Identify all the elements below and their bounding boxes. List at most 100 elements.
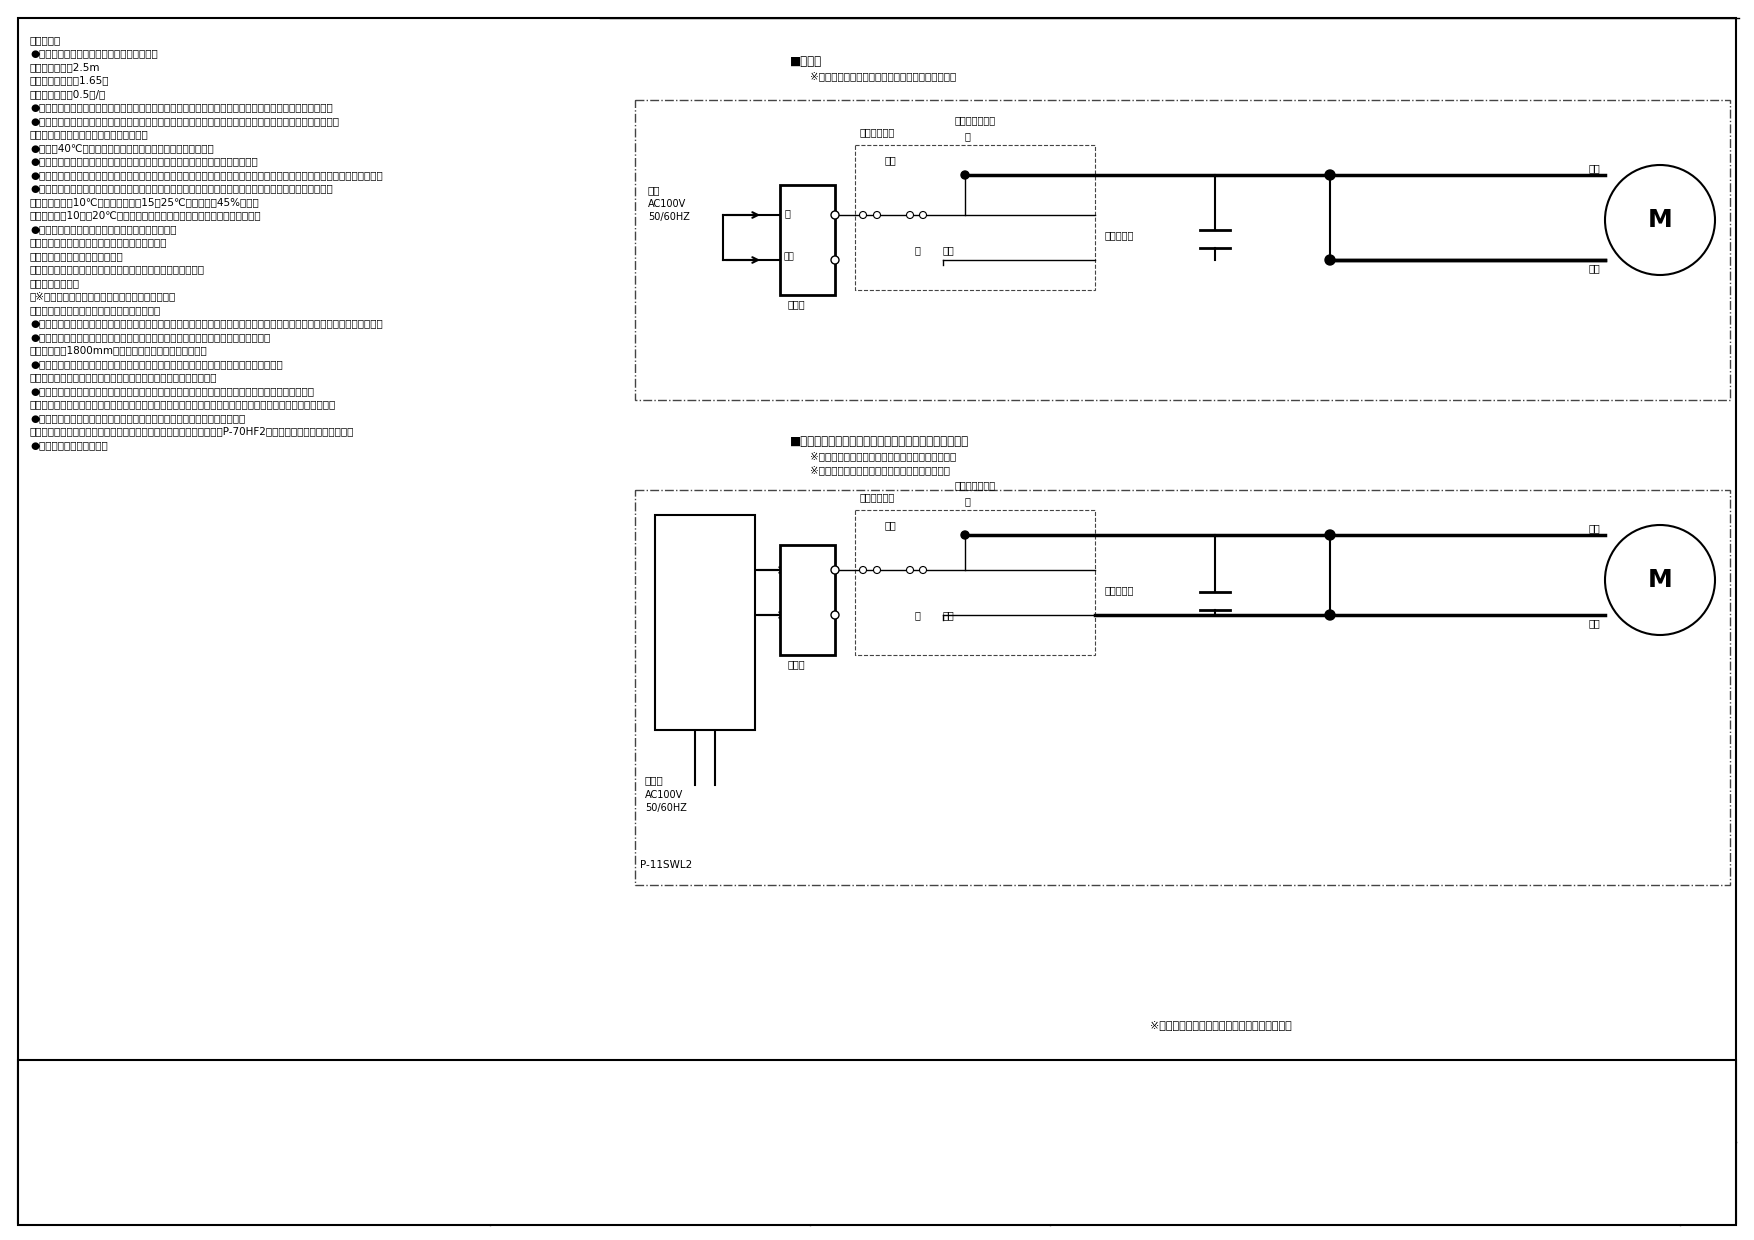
Text: 端子台: 端子台 <box>788 299 805 309</box>
Text: アカ: アカ <box>784 252 795 260</box>
Text: P-11SWL2: P-11SWL2 <box>640 861 693 870</box>
Circle shape <box>859 567 866 573</box>
Text: （給気とともに水、雪が浸入し、水垂れの原因になります）: （給気とともに水、雪が浸入し、水垂れの原因になります） <box>30 264 205 274</box>
Text: 強／弱スイッチ: 強／弱スイッチ <box>954 480 996 490</box>
Text: 50/60HZ: 50/60HZ <box>647 212 689 222</box>
Text: （ご注意）: （ご注意） <box>30 35 61 45</box>
Circle shape <box>1324 170 1335 180</box>
Text: 整理番号: 整理番号 <box>916 1154 945 1167</box>
Circle shape <box>831 211 838 219</box>
Text: アオ: アオ <box>944 246 954 255</box>
Text: ●適用最数設定は下記の数値に基づきます。: ●適用最数設定は下記の数値に基づきます。 <box>30 48 158 58</box>
Text: （内蔵のフィルターにて外気からのホコリなどを除去しますが、本体及び周辺が汚れることがあります。）: （内蔵のフィルターにて外気からのホコリなどを除去しますが、本体及び周辺が汚れるこ… <box>30 399 337 409</box>
Text: （ボイラー・窯などの排気ガスに注意）: （ボイラー・窯などの排気ガスに注意） <box>30 129 149 140</box>
Text: ●内蔵のフィルターがホコリなどで目詰まりしますので、掃除のしやすい場所に設置してください。: ●内蔵のフィルターがホコリなどで目詰まりしますので、掃除のしやすい場所に設置して… <box>30 386 314 396</box>
Text: より繊集効率を高めるためには、別売の高性能除じんフィルター（P-70HF2）のご使用をおすすめします。: より繊集効率を高めるためには、別売の高性能除じんフィルター（P-70HF2）のご… <box>30 427 354 436</box>
Text: アカ: アカ <box>1589 618 1600 627</box>
Text: 強: 強 <box>965 496 972 506</box>
Circle shape <box>1324 529 1335 539</box>
Text: シロ: シロ <box>1589 162 1600 174</box>
Text: ※上記条件以外、運転を停止しないでください。: ※上記条件以外、運転を停止しないでください。 <box>30 291 175 301</box>
Text: 電源スイッチ: 電源スイッチ <box>859 126 895 136</box>
Text: ●室外側給気口は、新鮮な空気が取り入れられる位置に設けてください。室内が酸欠になることがあります。: ●室外側給気口は、新鮮な空気が取り入れられる位置に設けてください。室内が酸欠にな… <box>30 117 339 126</box>
Text: 形 名: 形 名 <box>921 1078 940 1091</box>
Text: （壁掛1パイプ取付タイプ・8畳以下用）: （壁掛1パイプ取付タイプ・8畳以下用） <box>1305 1122 1424 1132</box>
Circle shape <box>859 212 866 218</box>
Text: 24時間同時給排気形換気扇＜熱交換タイプ＞: 24時間同時給排気形換気扇＜熱交換タイプ＞ <box>1300 1092 1431 1102</box>
Text: ●雨水・雪の直接かかる場所では水や雪が浸入することがありますので必ず指定のシステム部材と組合せてご使用ください。: ●雨水・雪の直接かかる場所では水や雪が浸入することがありますので必ず指定のシステ… <box>30 170 382 180</box>
Text: ●ベッドの設置場所に配慮し、製品はベッドから離して設置することをおすすめします。: ●ベッドの設置場所に配慮し、製品はベッドから離して設置することをおすすめします。 <box>30 360 282 370</box>
Circle shape <box>919 212 926 218</box>
Text: ※強弱の切換は本体スイッチをご使用ください。: ※強弱の切換は本体スイッチをご使用ください。 <box>810 465 951 475</box>
Bar <box>654 515 754 730</box>
Bar <box>781 185 835 295</box>
Text: 電源: 電源 <box>647 185 661 195</box>
Text: 三菱電機株式会社: 三菱電機株式会社 <box>645 1070 717 1085</box>
Circle shape <box>1324 255 1335 265</box>
Text: 50/60HZ: 50/60HZ <box>645 804 688 813</box>
Text: アオ: アオ <box>944 610 954 620</box>
Text: 2/2: 2/2 <box>1698 1159 1717 1173</box>
Text: （一時停止後は、運転を再開してください）: （一時停止後は、運転を再開してください） <box>30 305 161 315</box>
Text: AC100V: AC100V <box>645 790 684 800</box>
Text: コンデンサ: コンデンサ <box>1105 585 1135 595</box>
Text: ●タテ装付はできません。: ●タテ装付はできません。 <box>30 440 107 450</box>
Text: 強: 強 <box>965 131 972 141</box>
Bar <box>635 100 1729 401</box>
Bar <box>854 510 1094 655</box>
Circle shape <box>873 212 881 218</box>
Bar <box>635 490 1729 885</box>
Text: M: M <box>1647 568 1672 591</box>
Text: 2021-02-05: 2021-02-05 <box>614 1154 686 1167</box>
Circle shape <box>1605 525 1715 635</box>
Text: ●下記のような場合は、運転を停止してください。: ●下記のような場合は、運転を停止してください。 <box>30 224 177 234</box>
Text: （就寝時に製品の運転音や冷風感を感じるおそれがあります。）: （就寝時に製品の運転音や冷風感を感じるおそれがあります。） <box>30 372 217 382</box>
Circle shape <box>907 212 914 218</box>
Bar <box>781 546 835 655</box>
Text: VL－08JV3－D: VL－08JV3－D <box>1301 1065 1428 1085</box>
Text: （床面より1800mm以上のメンテナンス可能な位置）: （床面より1800mm以上のメンテナンス可能な位置） <box>30 346 207 356</box>
Text: ●耐湿構造ではありませんので浴室・洗面所等では使用しないでください。感電・故障の原因になります。: ●耐湿構造ではありませんので浴室・洗面所等では使用しないでください。感電・故障の… <box>30 103 333 113</box>
Text: コンデンサ: コンデンサ <box>1105 229 1135 241</box>
Text: 室外温度－10～－20℃を目安に「寒いとき運転」モードで使用できます。: 室外温度－10～－20℃を目安に「寒いとき運転」モードで使用できます。 <box>30 211 261 221</box>
Text: ・露の多いときや、粉雪のとき: ・露の多いときや、粉雪のとき <box>30 250 125 260</box>
Text: AC100V: AC100V <box>647 198 686 210</box>
Text: ●下記環境下で長時間使用しますと、熱交換器が腐蝕したり、本体から超露水が滴下することがあります。: ●下記環境下で長時間使用しますと、熱交換器が腐蝕したり、本体から超露水が滴下する… <box>30 184 333 193</box>
Text: （室外温度－10℃以下・室内温度15～25℃・室内湿度45%以上）: （室外温度－10℃以下・室内温度15～25℃・室内湿度45%以上） <box>30 197 260 207</box>
Circle shape <box>1324 610 1335 620</box>
Text: 電　源: 電 源 <box>645 775 663 785</box>
Text: キ: キ <box>786 208 791 218</box>
Text: ●新築住宅で、建材などからの発溶量が多いと、パネル表面に水滴が付くことがありますので布などで拭き取ってください。: ●新築住宅で、建材などからの発溶量が多いと、パネル表面に水滴が付くことがあります… <box>30 319 382 329</box>
Text: モモ: モモ <box>886 520 896 529</box>
Text: ●この製品は高所給付用です。またメンテナンスができる位置に装付けてください。: ●この製品は高所給付用です。またメンテナンスができる位置に装付けてください。 <box>30 332 270 342</box>
Text: ※太線部分の結線はお客様にて施工してください。: ※太線部分の結線はお客様にて施工してください。 <box>810 71 956 81</box>
Bar <box>854 145 1094 290</box>
Text: 強／弱スイッチ: 強／弱スイッチ <box>954 115 996 125</box>
Text: ※仕様は場合により変更することがあります。: ※仕様は場合により変更することがあります。 <box>1151 1021 1291 1030</box>
Text: ●高温（40℃以上）になる場所には装付けないでください。: ●高温（40℃以上）になる場所には装付けないでください。 <box>30 143 214 153</box>
Circle shape <box>831 611 838 619</box>
Circle shape <box>1605 165 1715 275</box>
Text: J－ファンロスナイミニ（業冷地仕様）: J－ファンロスナイミニ（業冷地仕様） <box>1310 1107 1419 1117</box>
Text: ●台所など油煙の多い場所や有機溶剤がかかる場所には装付けないでください。: ●台所など油煙の多い場所や有機溶剤がかかる場所には装付けないでください。 <box>30 156 258 166</box>
Text: 弱: 弱 <box>916 246 921 255</box>
Text: ・清掃・点検時: ・清掃・点検時 <box>30 278 81 288</box>
Text: 作成日付: 作成日付 <box>239 1154 268 1167</box>
Text: ■入切操作を壁スイッチで行なう場合の結線図（参考）: ■入切操作を壁スイッチで行なう場合の結線図（参考） <box>789 435 970 448</box>
Text: 端子台: 端子台 <box>788 658 805 670</box>
Circle shape <box>907 567 914 573</box>
Text: ■結線図: ■結線図 <box>789 55 823 68</box>
Text: ・１畳床面積：1.65㎡: ・１畳床面積：1.65㎡ <box>30 76 109 86</box>
Circle shape <box>961 531 968 539</box>
Text: ・天井高さ：2.5m: ・天井高さ：2.5m <box>30 62 100 72</box>
Text: ・換気回数：0.5回/ｈ: ・換気回数：0.5回/ｈ <box>30 89 107 99</box>
Circle shape <box>831 565 838 574</box>
Circle shape <box>961 171 968 179</box>
Text: ●給気用フィルターは一部の小さな粒子や虫等が通過する場合があります。: ●給気用フィルターは一部の小さな粒子や虫等が通過する場合があります。 <box>30 413 246 423</box>
Circle shape <box>919 567 926 573</box>
Text: 電源スイッチ: 電源スイッチ <box>859 492 895 502</box>
Text: 第三角法: 第三角法 <box>239 1075 268 1087</box>
Text: NB420023: NB420023 <box>1237 1147 1494 1190</box>
Circle shape <box>831 255 838 264</box>
Text: アカ: アカ <box>1589 263 1600 273</box>
